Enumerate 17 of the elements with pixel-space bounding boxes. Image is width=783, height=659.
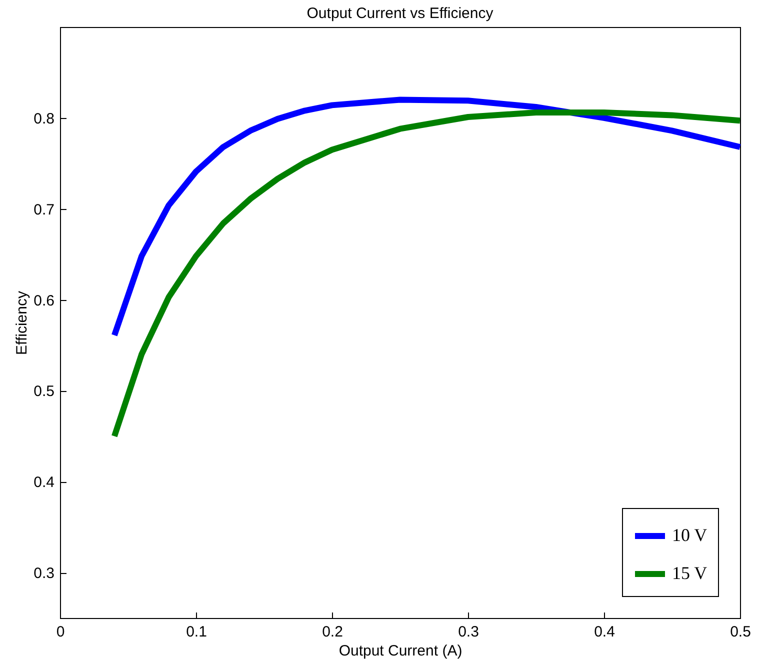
chart-title: Output Current vs Efficiency — [306, 5, 494, 22]
x-tick-label: 0.1 — [186, 624, 207, 640]
legend-label: 10 V — [672, 525, 708, 545]
y-axis-title: Efficiency — [14, 290, 31, 355]
x-tick-label: 0 — [56, 624, 65, 640]
legend-label: 15 V — [672, 563, 708, 583]
y-tick-label: 0.7 — [34, 201, 54, 218]
y-tick-label: 0.6 — [34, 292, 54, 310]
y-tick-label: 0.4 — [34, 474, 54, 492]
x-axis-title: Output Current (A) — [338, 642, 462, 659]
y-tick-label: 0.8 — [34, 110, 54, 128]
x-tick-label: 0.3 — [458, 624, 479, 640]
y-tick-label: 0.3 — [34, 565, 54, 582]
x-tick-label: 0.4 — [594, 624, 615, 640]
x-tick-label: 0.5 — [730, 624, 751, 640]
y-tick-label: 0.5 — [34, 383, 54, 400]
x-tick-label: 0.2 — [322, 624, 343, 640]
